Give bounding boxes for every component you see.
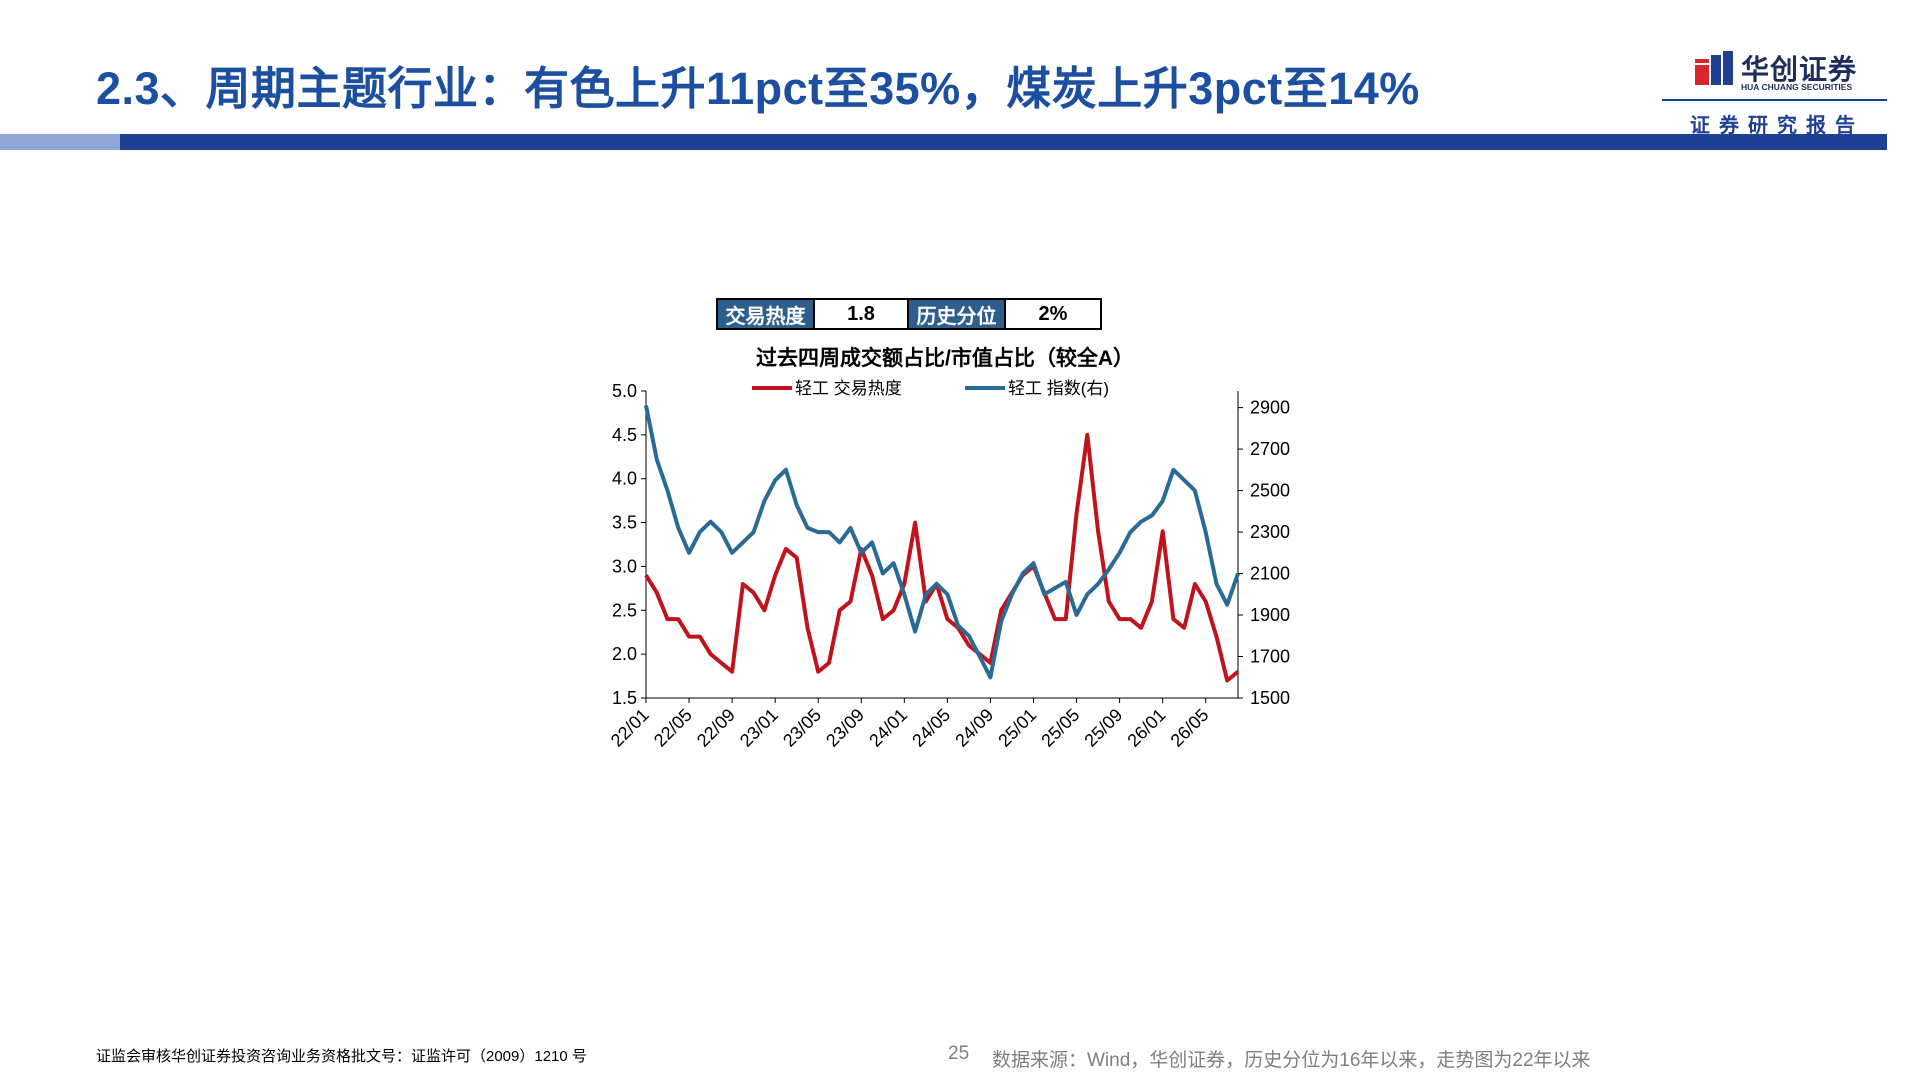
x-tick-label: 26/01 (1123, 705, 1169, 751)
report-label: 证券研究报告 (1690, 115, 1864, 137)
x-tick-label: 25/09 (1080, 705, 1126, 751)
y-tick-label-right: 1700 (1250, 647, 1290, 667)
y-tick-label-left: 4.5 (612, 425, 637, 445)
license-note: 证监会审核华创证券投资咨询业务资格批文号：证监许可（2009）1210 号 (96, 1048, 587, 1065)
logo-text-en: HUA CHUANG SECURITIES (1741, 82, 1853, 92)
x-tick-label: 23/01 (736, 705, 782, 751)
x-tick-label: 24/05 (908, 705, 954, 751)
x-tick-label: 24/09 (951, 705, 997, 751)
chart-plot-area (644, 405, 1240, 683)
stat-label-heat: 交易热度 (718, 300, 813, 328)
y-tick-label-left: 1.5 (612, 688, 637, 708)
legend-label-heat: 轻工 交易热度 (795, 379, 902, 398)
y-tick-label-right: 2700 (1250, 439, 1290, 459)
series-line-index (644, 405, 1240, 680)
data-source-note: 数据来源：Wind，华创证券，历史分位为16年以来，走势图为22年以来 (992, 1050, 1591, 1071)
x-tick-label: 25/05 (1037, 705, 1083, 751)
header-bar (0, 134, 1887, 150)
x-tick-label: 23/09 (822, 705, 868, 751)
y-tick-label-left: 2.5 (612, 600, 637, 620)
chart-axes: 1.5 2.0 2.5 3.0 3.5 4.0 4.5 5.0 1500 1700 1900 2100… (607, 381, 1290, 751)
x-tick-label: 22/09 (693, 705, 739, 751)
company-logo: 华创证券 HUA CHUANG SECURITIES (1695, 48, 1858, 94)
y-tick-label-left: 3.0 (612, 556, 637, 576)
legend-label-index: 轻工 指数(右) (1008, 379, 1109, 398)
stat-value-percentile: 2% (1003, 300, 1100, 328)
y-tick-label-left: 5.0 (612, 381, 637, 401)
y-tick-label-left: 2.0 (612, 644, 637, 664)
y-tick-label-right: 2900 (1250, 398, 1290, 418)
stats-table: 交易热度 1.8 历史分位 2% (716, 298, 1102, 330)
x-tick-label: 26/05 (1167, 705, 1213, 751)
y-tick-label-right: 2100 (1250, 564, 1290, 584)
y-tick-label-right: 2300 (1250, 522, 1290, 542)
chart-title: 过去四周成交额占比/市值占比（较全A） (756, 346, 1134, 370)
page-title: 2.3、周期主题行业：有色上升11pct至35%，煤炭上升3pct至14% (96, 63, 1420, 114)
page-number: 25 (948, 1043, 970, 1064)
y-tick-label-left: 3.5 (612, 513, 637, 533)
logo-underline (1662, 99, 1887, 101)
y-tick-label-left: 4.0 (612, 469, 637, 489)
x-tick-label: 24/01 (865, 705, 911, 751)
stat-label-percentile: 历史分位 (909, 300, 1004, 328)
y-tick-label-right: 1500 (1250, 688, 1290, 708)
y-tick-label-right: 2500 (1250, 481, 1290, 501)
x-tick-label: 22/01 (607, 705, 653, 751)
x-tick-label: 25/01 (994, 705, 1040, 751)
header-bar-accent (0, 134, 120, 150)
series-line-heat (644, 432, 1240, 683)
x-tick-label: 22/05 (650, 705, 696, 751)
y-tick-label-right: 1900 (1250, 605, 1290, 625)
line-chart: 过去四周成交额占比/市值占比（较全A） 轻工 交易热度 轻工 指数(右) 1.5… (607, 346, 1290, 751)
chart-legend: 轻工 交易热度 轻工 指数(右) (752, 379, 1109, 398)
x-tick-label: 23/05 (779, 705, 825, 751)
stat-value-heat: 1.8 (812, 300, 909, 328)
logo-mark-icon (1695, 51, 1733, 85)
logo-text-cn: 华创证券 (1741, 54, 1858, 85)
